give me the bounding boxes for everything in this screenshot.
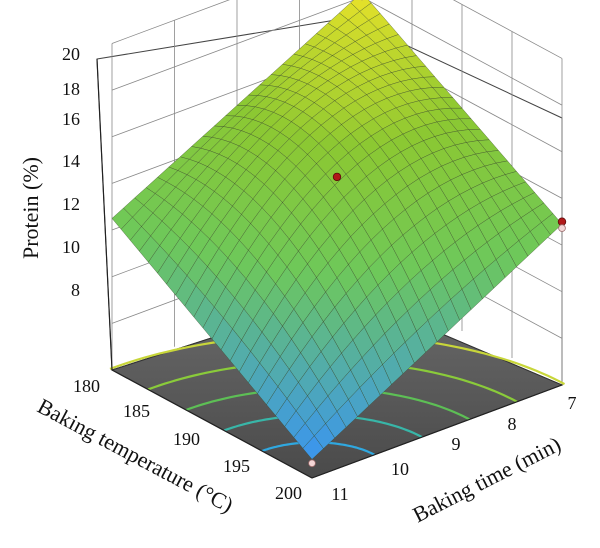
time-tick-label: 10	[391, 459, 409, 479]
z-axis-line	[96, 58, 113, 371]
temperature-tick-label: 190	[173, 429, 200, 449]
design-point	[332, 172, 342, 182]
time-tick-label: 7	[568, 393, 577, 413]
temperature-tick-label: 200	[275, 483, 302, 503]
wall-grid-line	[111, 0, 230, 44]
time-axis-line	[311, 384, 563, 479]
time-tick-label: 8	[508, 414, 517, 434]
z-axis-title: Protein (%)	[18, 157, 43, 259]
z-tick-label: 8	[71, 280, 80, 300]
temperature-axis-line	[111, 369, 313, 479]
corner-marker	[308, 459, 316, 468]
time-tick-label: 11	[331, 484, 348, 504]
time-axis-title: Baking time (min)	[409, 431, 565, 527]
z-tick-label: 10	[62, 237, 80, 257]
corner-marker	[558, 224, 566, 232]
surface-cell	[302, 435, 324, 460]
temperature-tick-label: 195	[223, 456, 250, 476]
temperature-tick-label: 180	[73, 376, 100, 396]
z-tick-label: 14	[62, 151, 80, 171]
response-surface	[111, 0, 563, 460]
front-axes	[96, 58, 563, 479]
z-tick-label: 12	[62, 194, 80, 214]
time-ticks: 11 10 9 8 7	[331, 393, 576, 504]
z-tick-label: 20	[62, 44, 80, 64]
design-points	[308, 0, 567, 468]
z-ticks: 8 10 12 14 16 18 20	[62, 44, 80, 300]
z-tick-label: 18	[62, 79, 80, 99]
time-tick-label: 9	[452, 434, 461, 454]
z-tick-label: 16	[62, 109, 80, 129]
temperature-ticks: 180 185 190 195 200	[73, 376, 302, 503]
temperature-tick-label: 185	[123, 401, 150, 421]
